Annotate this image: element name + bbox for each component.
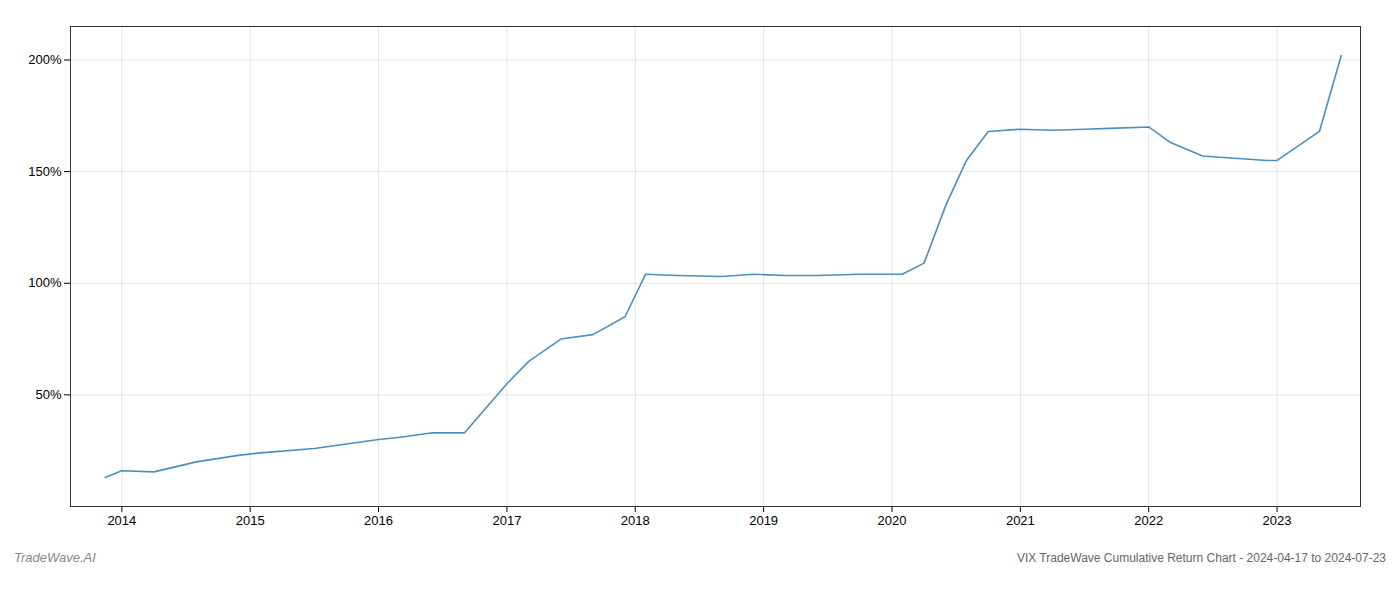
svg-text:100%: 100% — [28, 275, 62, 290]
svg-text:200%: 200% — [28, 52, 62, 67]
svg-text:150%: 150% — [28, 164, 62, 179]
svg-text:2020: 2020 — [878, 513, 907, 528]
svg-text:50%: 50% — [35, 387, 61, 402]
html-text:VIX TradeWave Cumulative Retur: VIX TradeWave Cumulative Return Chart - … — [1016, 551, 1386, 565]
svg-text:2014: 2014 — [107, 513, 136, 528]
svg-text:2022: 2022 — [1134, 513, 1163, 528]
svg-text:2015: 2015 — [236, 513, 265, 528]
svg-text:2019: 2019 — [749, 513, 778, 528]
svg-text:2021: 2021 — [1006, 513, 1035, 528]
svg-text:2018: 2018 — [621, 513, 650, 528]
svg-text:2023: 2023 — [1263, 513, 1292, 528]
svg-text:2017: 2017 — [492, 513, 521, 528]
svg-text:2016: 2016 — [364, 513, 393, 528]
html-text:TradeWave.AI: TradeWave.AI — [14, 550, 96, 565]
